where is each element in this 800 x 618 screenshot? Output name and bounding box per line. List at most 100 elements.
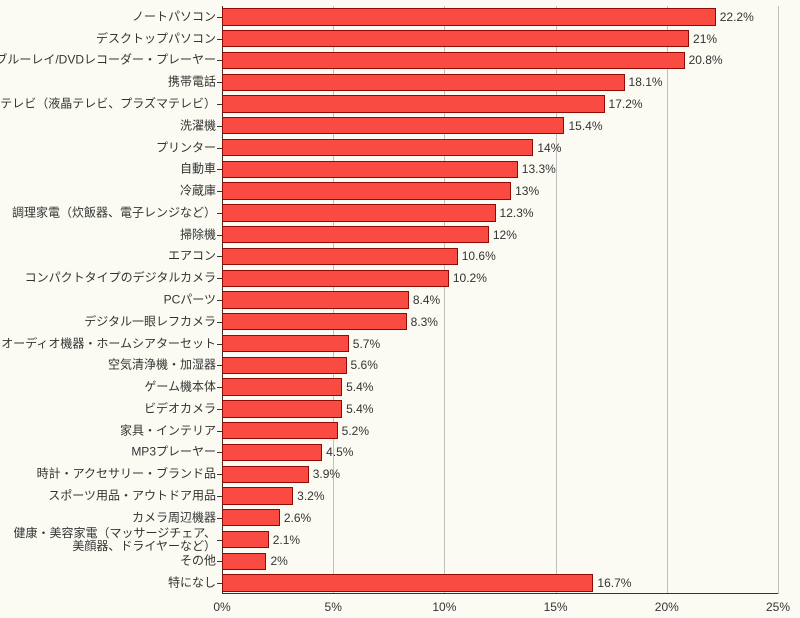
bar-value-label: 5.6% — [347, 358, 378, 372]
x-tick-label: 25% — [766, 594, 790, 614]
bar-value-label: 12% — [489, 228, 517, 242]
bar — [222, 313, 407, 330]
y-axis-label: 時計・アクセサリー・ブランド品 — [37, 468, 222, 481]
y-axis-label: 掃除機 — [180, 228, 222, 241]
bar-value-label: 5.4% — [342, 380, 373, 394]
bar-value-label: 21% — [689, 32, 717, 46]
bar-value-label: 20.8% — [685, 53, 723, 67]
x-tick-label: 5% — [325, 594, 342, 614]
bar-value-label: 8.3% — [407, 315, 438, 329]
bar-row: 特になし16.7% — [222, 572, 778, 594]
bar-row: スポーツ用品・アウトドア用品3.2% — [222, 485, 778, 507]
y-axis-label: 薄型テレビ（液晶テレビ、プラズマテレビ） — [0, 97, 222, 110]
y-axis-label: エアコン — [168, 250, 222, 263]
bar — [222, 182, 511, 199]
bar — [222, 95, 605, 112]
bar-row: 時計・アクセサリー・ブランド品3.9% — [222, 463, 778, 485]
x-tick-label: 15% — [544, 594, 568, 614]
bar-value-label: 4.5% — [322, 445, 353, 459]
bar — [222, 487, 293, 504]
bar-value-label: 10.2% — [449, 271, 487, 285]
y-axis-label: デジタル一眼レフカメラ — [84, 315, 222, 328]
bar-row: ブルーレイ/DVDレコーダー・プレーヤー20.8% — [222, 50, 778, 72]
bar-value-label: 2.6% — [280, 511, 311, 525]
bar-row: 健康・美容家電（マッサージチェア、美顔器、ドライヤーなど）2.1% — [222, 529, 778, 551]
y-axis-label: その他 — [180, 555, 222, 568]
bar-row: 掃除機12% — [222, 224, 778, 246]
y-axis-label: オーディオ機器・ホームシアターセット — [1, 337, 222, 350]
bar-row: 自動車13.3% — [222, 158, 778, 180]
bar-row: デスクトップパソコン21% — [222, 28, 778, 50]
bar-row: 携帯電話18.1% — [222, 71, 778, 93]
bar-value-label: 12.3% — [496, 206, 534, 220]
bar — [222, 139, 533, 156]
y-axis-label: 家具・インテリア — [120, 424, 222, 437]
bar — [222, 226, 489, 243]
bar — [222, 52, 685, 69]
bar — [222, 204, 496, 221]
bar-row: 冷蔵庫13% — [222, 180, 778, 202]
bar-row: 洗濯機15.4% — [222, 115, 778, 137]
bar-row: PCパーツ8.4% — [222, 289, 778, 311]
bar-row: その他2% — [222, 550, 778, 572]
bar-row: エアコン10.6% — [222, 246, 778, 268]
bar-value-label: 14% — [533, 141, 561, 155]
y-axis-label: 携帯電話 — [168, 76, 222, 89]
bar — [222, 531, 269, 548]
y-axis-label: 空気清浄機・加湿器 — [108, 359, 222, 372]
bar — [222, 357, 347, 374]
bar-row: 調理家電（炊飯器、電子レンジなど）12.3% — [222, 202, 778, 224]
y-axis-label: 自動車 — [180, 163, 222, 176]
bar — [222, 8, 716, 25]
bar-value-label: 17.2% — [605, 97, 643, 111]
bar-row: ノートパソコン22.2% — [222, 6, 778, 28]
bar-value-label: 3.9% — [309, 467, 340, 481]
y-axis-label: スポーツ用品・アウトドア用品 — [48, 489, 222, 502]
bar — [222, 553, 266, 570]
bar — [222, 291, 409, 308]
bar — [222, 444, 322, 461]
bar-row: 空気清浄機・加湿器5.6% — [222, 354, 778, 376]
bar-value-label: 2.1% — [269, 533, 300, 547]
bar — [222, 400, 342, 417]
bar — [222, 335, 349, 352]
bar-row: オーディオ機器・ホームシアターセット5.7% — [222, 333, 778, 355]
y-axis-label: 洗濯機 — [180, 119, 222, 132]
y-axis-label: デスクトップパソコン — [96, 32, 222, 45]
bar-value-label: 5.2% — [338, 424, 369, 438]
x-tick-label: 10% — [432, 594, 456, 614]
y-axis-label: MP3プレーヤー — [131, 446, 222, 459]
y-axis-label: プリンター — [156, 141, 222, 154]
bar-chart: 0%5%10%15%20%25%ノートパソコン22.2%デスクトップパソコン21… — [0, 0, 800, 618]
bar-row: ビデオカメラ5.4% — [222, 398, 778, 420]
y-axis-label: 特になし — [168, 577, 222, 590]
x-tick-label: 0% — [213, 594, 230, 614]
bar-value-label: 18.1% — [625, 75, 663, 89]
bar — [222, 422, 338, 439]
x-tick-label: 20% — [655, 594, 679, 614]
y-axis-label: ブルーレイ/DVDレコーダー・プレーヤー — [0, 54, 222, 67]
bar-row: 家具・インテリア5.2% — [222, 420, 778, 442]
bar-value-label: 15.4% — [564, 119, 602, 133]
bar — [222, 161, 518, 178]
bar-row: カメラ周辺機器2.6% — [222, 507, 778, 529]
y-axis-label: PCパーツ — [164, 293, 222, 306]
x-gridline — [778, 6, 779, 594]
bar-row: プリンター14% — [222, 137, 778, 159]
bar-value-label: 5.4% — [342, 402, 373, 416]
bar — [222, 466, 309, 483]
bar — [222, 30, 689, 47]
y-axis-label: ビデオカメラ — [144, 402, 222, 415]
bar-value-label: 22.2% — [716, 10, 754, 24]
bar — [222, 509, 280, 526]
y-axis-label: 調理家電（炊飯器、電子レンジなど） — [12, 206, 222, 219]
bar-value-label: 13% — [511, 184, 539, 198]
y-axis-label: コンパクトタイプのデジタルカメラ — [25, 272, 222, 285]
y-axis-label: カメラ周辺機器 — [132, 511, 222, 524]
bar-row: デジタル一眼レフカメラ8.3% — [222, 311, 778, 333]
bar-value-label: 5.7% — [349, 337, 380, 351]
y-axis-label: 冷蔵庫 — [180, 185, 222, 198]
bar — [222, 270, 449, 287]
bar-row: MP3プレーヤー4.5% — [222, 442, 778, 464]
bar — [222, 248, 458, 265]
